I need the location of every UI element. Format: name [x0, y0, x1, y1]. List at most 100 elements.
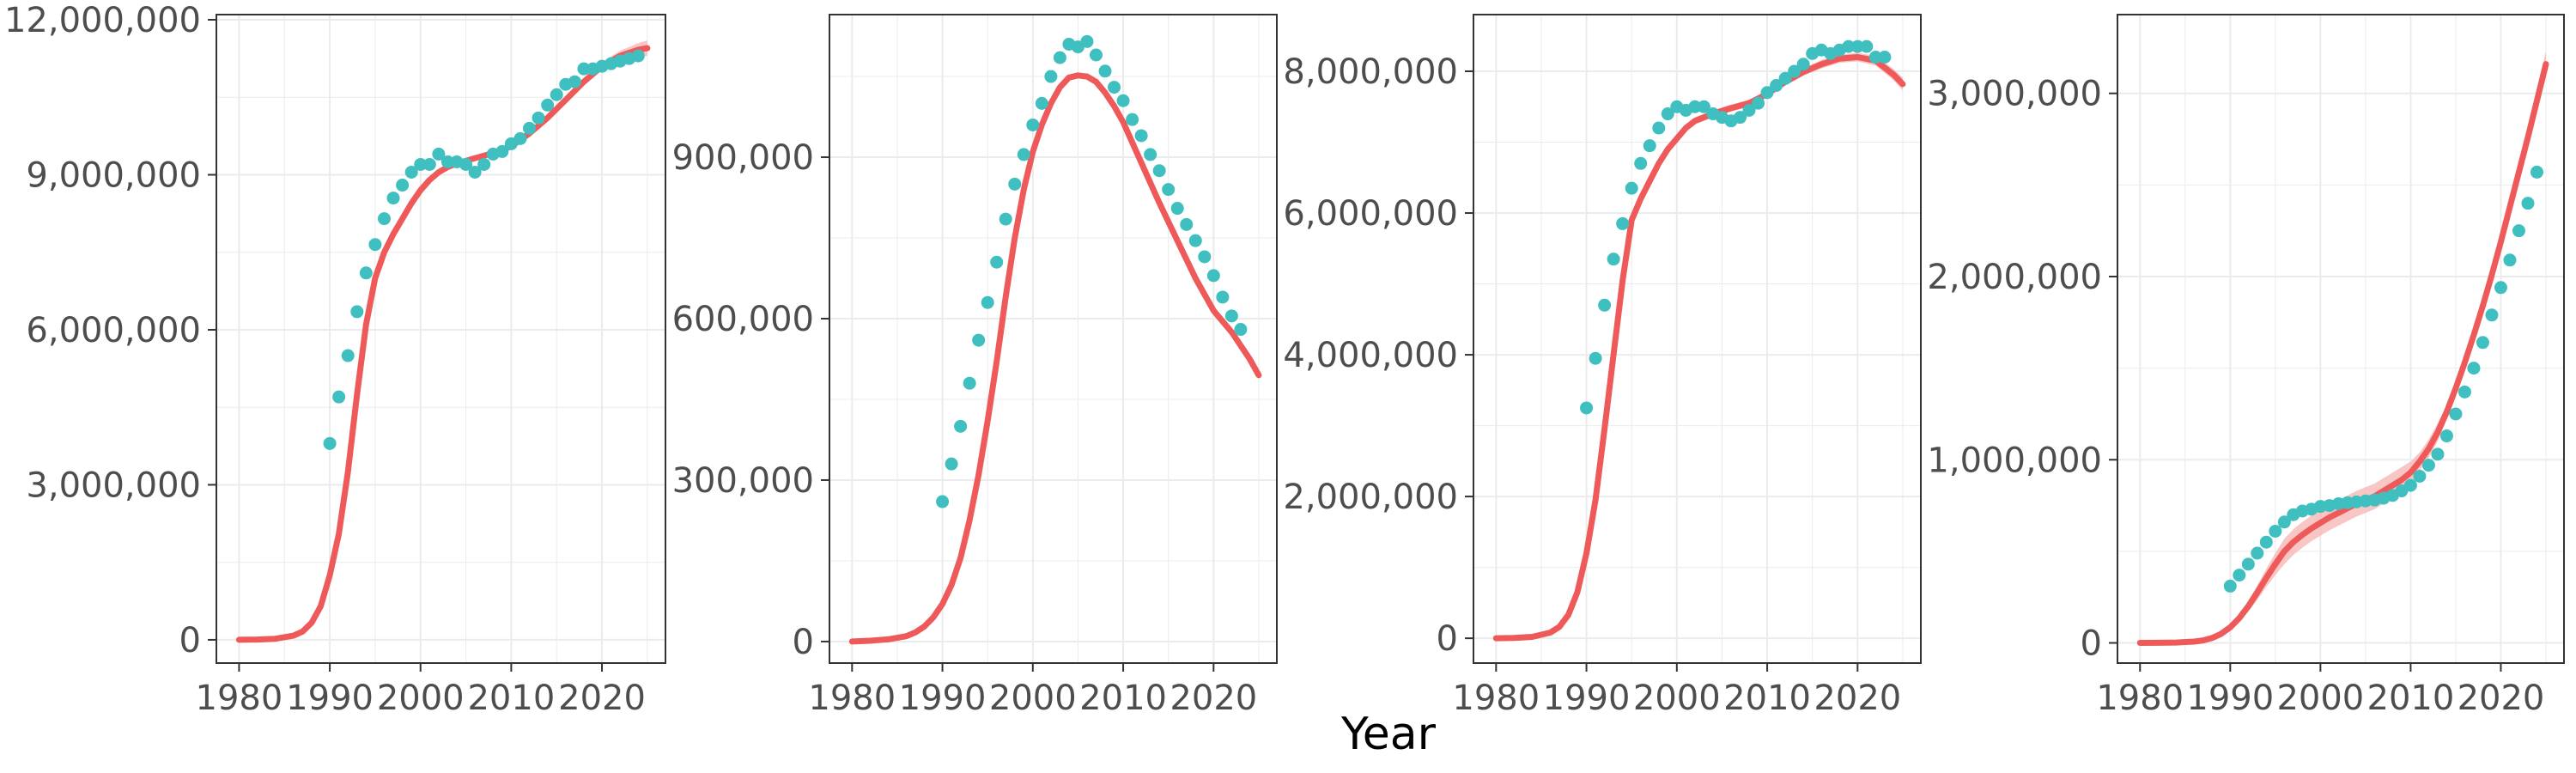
x-tick-label: 1980	[1452, 679, 1540, 718]
observed-point	[1607, 253, 1620, 266]
x-tick-label: 2020	[558, 679, 646, 718]
observed-point	[1053, 51, 1066, 64]
observed-point	[532, 111, 545, 125]
observed-point	[1206, 269, 1220, 283]
x-tick-label: 1990	[2186, 679, 2274, 718]
observed-point	[1017, 148, 1030, 161]
y-tick-label: 0	[1437, 619, 1458, 659]
observed-point	[1134, 129, 1148, 143]
y-tick-label: 2,000,000	[1927, 258, 2102, 297]
observed-point	[477, 157, 491, 171]
observed-point	[1652, 121, 1666, 135]
observed-point	[404, 165, 418, 179]
observed-point	[1788, 64, 1801, 78]
observed-point	[568, 75, 581, 88]
observed-point	[1580, 401, 1594, 415]
y-tick-label: 300,000	[672, 461, 814, 501]
x-tick-label: 1990	[1543, 679, 1631, 718]
observed-point	[2512, 224, 2525, 238]
panel-2: 1980 1990 2000 2010 2020 0 300,000 600,000 900,0…	[672, 14, 1278, 718]
x-tick-label: 1990	[899, 679, 987, 718]
observed-point	[1108, 81, 1121, 94]
observed-point	[495, 144, 509, 158]
observed-point	[359, 266, 373, 280]
y-tick-label: 0	[2081, 624, 2102, 664]
observed-point	[2403, 478, 2417, 492]
x-axis-title: Year	[1340, 709, 1437, 760]
x-tick-label: 2000	[1633, 679, 1721, 718]
observed-point	[1688, 100, 1702, 113]
observed-point	[1152, 164, 1166, 178]
panel-background	[2117, 15, 2564, 663]
observed-point	[972, 333, 986, 347]
observed-point	[1224, 309, 1238, 323]
y-tick-label: 9,000,000	[26, 155, 201, 195]
observed-point	[2421, 459, 2435, 472]
observed-point	[2259, 535, 2273, 549]
observed-point	[414, 157, 428, 171]
y-tick-label: 6,000,000	[1283, 194, 1458, 234]
observed-point	[1126, 113, 1139, 126]
x-tick-label: 2010	[1079, 679, 1167, 718]
y-tick-label: 1,000,000	[1927, 441, 2102, 480]
observed-point	[1234, 323, 1248, 337]
y-tick-label: 12,000,000	[4, 1, 201, 40]
observed-point	[981, 295, 994, 309]
observed-point	[1035, 96, 1048, 110]
observed-point	[1625, 181, 1638, 195]
observed-point	[2223, 579, 2237, 593]
observed-point	[1742, 103, 1756, 117]
x-tick-label: 2020	[1814, 679, 1901, 718]
observed-point	[2521, 197, 2535, 210]
x-tick-label: 1980	[808, 679, 896, 718]
observed-point	[2431, 447, 2445, 461]
panel-border	[216, 14, 666, 664]
observed-point	[631, 49, 645, 63]
panel-border	[829, 14, 1278, 664]
observed-point	[1089, 48, 1103, 62]
observed-point	[350, 305, 364, 319]
panel-background	[829, 15, 1277, 663]
x-tick-label: 2000	[2276, 679, 2364, 718]
observed-point	[1643, 139, 1656, 153]
observed-point	[396, 179, 410, 192]
x-tick-label: 1990	[286, 679, 374, 718]
observed-point	[2241, 557, 2255, 571]
observed-point	[1760, 86, 1774, 100]
observed-point	[2476, 336, 2489, 350]
observed-point	[459, 157, 473, 171]
fitted-line	[235, 45, 651, 643]
panel-border	[1473, 14, 1922, 664]
observed-point	[2503, 253, 2517, 267]
observed-point	[1188, 234, 1202, 247]
panel-1: 1980 1990 2000 2010 2020 0 3,000,000 6,000,000 9…	[4, 1, 666, 718]
observed-point	[2485, 308, 2499, 322]
observed-point	[422, 157, 436, 171]
observed-point	[2467, 362, 2481, 375]
observed-point	[1616, 216, 1630, 230]
x-tick-label: 2000	[377, 679, 465, 718]
observed-point	[1008, 177, 1022, 191]
observed-point	[2458, 385, 2471, 399]
observed-point	[1868, 51, 1882, 64]
observed-point	[341, 349, 355, 362]
observed-point	[1661, 107, 1674, 121]
fitted-line	[848, 72, 1262, 645]
observed-point	[963, 376, 976, 390]
panel-background	[216, 15, 665, 663]
observed-point	[999, 212, 1012, 226]
y-tick-label: 3,000,000	[1927, 75, 2102, 114]
observed-point	[368, 238, 382, 252]
observed-point	[468, 165, 482, 179]
observed-point	[1850, 40, 1864, 53]
observed-point	[1116, 94, 1130, 107]
y-tick-label: 2,000,000	[1283, 478, 1458, 517]
x-tick-label: 2020	[1170, 679, 1257, 718]
observed-point	[1860, 40, 1874, 53]
observed-point	[2530, 165, 2543, 179]
y-tick-label: 0	[179, 621, 201, 660]
panel-4: 1980 1990 2000 2010 2020 0 1,000,000 2,000,000 3…	[1927, 14, 2565, 718]
y-tick-label: 900,000	[672, 138, 814, 178]
observed-point	[1842, 40, 1856, 53]
